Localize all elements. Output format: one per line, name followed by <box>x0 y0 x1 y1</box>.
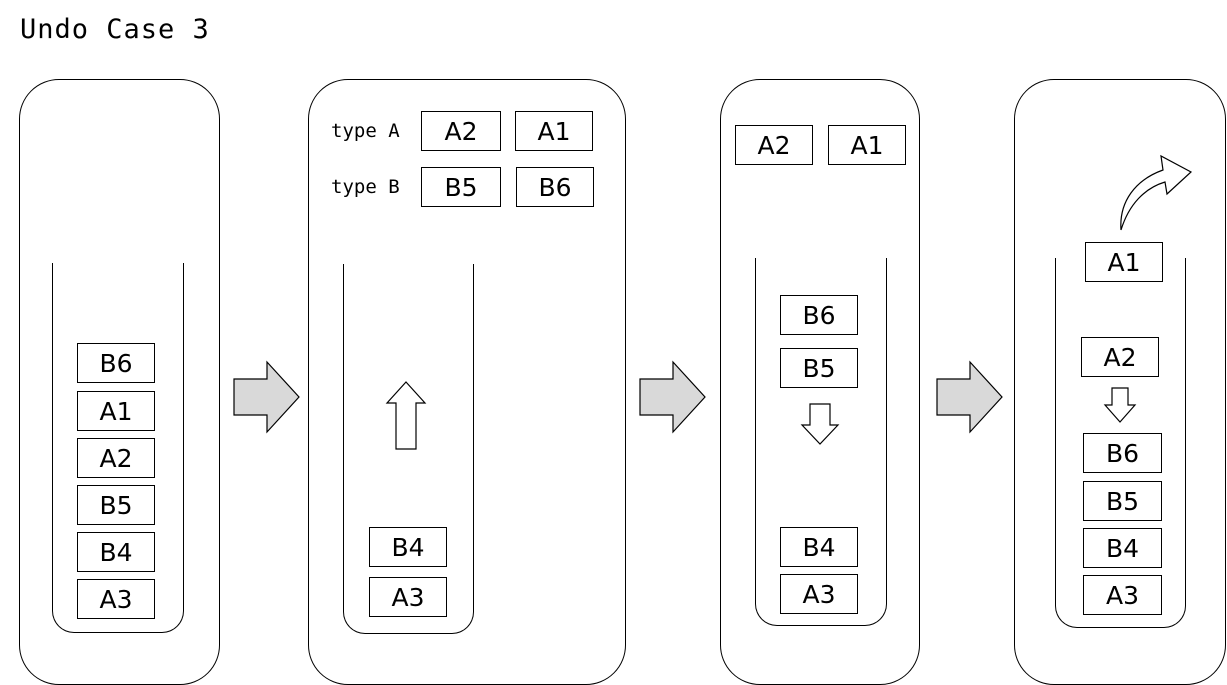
panel-2-stack-container <box>343 264 474 634</box>
transition-arrow-2-icon <box>639 360 706 434</box>
type-b-label: type B <box>331 176 400 198</box>
panel-3-incoming-item: B6 <box>780 295 858 335</box>
panel-4-stack-item: B5 <box>1083 481 1162 521</box>
panel-3-top-item: A1 <box>828 125 906 165</box>
type-b-item: B6 <box>516 167 594 207</box>
panel-4-stack-item: B4 <box>1083 528 1162 568</box>
panel-4-popped-item: A1 <box>1085 242 1163 282</box>
panel-4-incoming-item: A2 <box>1081 337 1159 377</box>
panel-4-stack-container <box>1055 258 1186 628</box>
push-down-arrow-icon-1 <box>800 403 840 445</box>
panel-1-stack-item: A3 <box>77 579 155 619</box>
curved-exit-arrow-icon <box>1120 154 1193 231</box>
panel-1-stack-item: B5 <box>77 485 155 525</box>
diagram-title: Undo Case 3 <box>20 14 210 45</box>
type-b-item: B5 <box>421 167 501 207</box>
panel-2-stack-item: A3 <box>369 577 447 617</box>
type-a-item: A1 <box>515 111 593 151</box>
panel-1-stack-container <box>52 263 184 633</box>
panel-3-stack-container <box>755 258 887 626</box>
type-a-label: type A <box>331 120 400 142</box>
panel-4-stack-item: B6 <box>1083 433 1162 473</box>
panel-3-stack-item: A3 <box>780 574 858 614</box>
type-a-item: A2 <box>421 111 501 151</box>
panel-1-stack-item: B4 <box>77 532 155 572</box>
panel-3-incoming-item: B5 <box>780 348 858 388</box>
panel-2-stack-item: B4 <box>369 527 447 567</box>
panel-4-stack-item: A3 <box>1083 575 1162 615</box>
panel-1-stack-item: A1 <box>77 391 155 431</box>
panel-1-stack-item: A2 <box>77 438 155 478</box>
push-down-arrow-icon-2 <box>1103 387 1137 423</box>
panel-3-stack-item: B4 <box>780 527 858 567</box>
transition-arrow-3-icon <box>936 360 1003 434</box>
panel-1-stack-item: B6 <box>77 343 155 383</box>
transition-arrow-1-icon <box>233 360 300 434</box>
panel-3-top-item: A2 <box>735 125 813 165</box>
pop-up-arrow-icon <box>385 381 427 450</box>
